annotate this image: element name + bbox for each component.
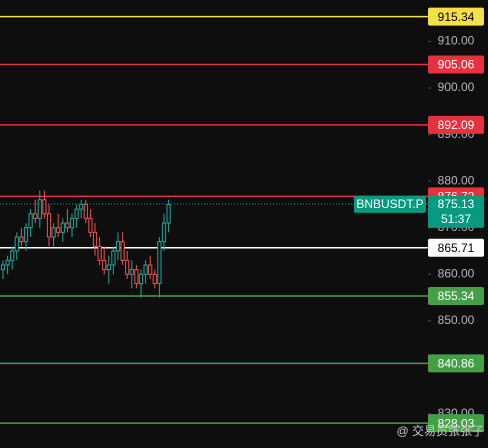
level-label: 892.09 bbox=[438, 118, 475, 132]
candle-body bbox=[134, 269, 139, 285]
candle-body bbox=[10, 250, 15, 261]
level-label-box bbox=[428, 238, 484, 257]
candle-body bbox=[106, 264, 111, 271]
candle-body bbox=[115, 241, 121, 252]
candle-body bbox=[148, 264, 153, 275]
y-tick-label: 880.00 bbox=[438, 173, 475, 187]
candle-body bbox=[161, 222, 167, 243]
candle-body bbox=[37, 199, 42, 219]
countdown-label: 51:37 bbox=[441, 212, 471, 226]
candle-body bbox=[120, 241, 125, 261]
symbol-label: BNBUSDT.P bbox=[356, 197, 423, 211]
candle-body bbox=[129, 269, 134, 275]
candle-body bbox=[143, 264, 148, 275]
candle-body bbox=[5, 259, 10, 266]
candle-body bbox=[33, 213, 38, 219]
candle-body bbox=[19, 236, 24, 243]
y-tick-label: 910.00 bbox=[438, 34, 475, 48]
candle-body bbox=[92, 231, 98, 247]
level-label: 828.03 bbox=[438, 416, 475, 430]
candle-body bbox=[14, 236, 19, 252]
level-label: 905.06 bbox=[438, 58, 475, 72]
candle-body bbox=[125, 259, 130, 275]
candle-body bbox=[97, 245, 102, 261]
candle-body bbox=[102, 259, 107, 271]
level-label-box bbox=[428, 7, 484, 26]
candle-body bbox=[79, 203, 84, 210]
y-tick-label: 900.00 bbox=[438, 80, 475, 94]
candle-body bbox=[83, 203, 88, 219]
candle-body bbox=[166, 203, 171, 224]
candle-body bbox=[60, 222, 65, 233]
candle-body bbox=[157, 241, 162, 285]
level-label-box bbox=[428, 414, 484, 433]
candle-body bbox=[56, 227, 61, 233]
level-label-box bbox=[428, 354, 484, 373]
y-tick-label: 850.00 bbox=[438, 313, 475, 327]
level-label: 855.34 bbox=[438, 289, 475, 303]
level-label: 915.34 bbox=[438, 10, 475, 24]
candle-body bbox=[51, 227, 56, 238]
candle-body bbox=[28, 213, 33, 229]
candle-body bbox=[152, 273, 157, 285]
candle-body bbox=[88, 217, 93, 233]
last-price-label: 875.13 bbox=[438, 197, 475, 211]
level-label: 865.71 bbox=[438, 241, 475, 255]
candle-body bbox=[65, 222, 70, 229]
candle-body bbox=[74, 208, 79, 219]
level-label-box bbox=[428, 286, 484, 305]
last-price-box bbox=[428, 195, 484, 228]
level-label-box bbox=[428, 115, 484, 134]
candle-body bbox=[111, 250, 116, 266]
candle-body bbox=[69, 217, 75, 229]
watermark: @ 交易员张张子 bbox=[396, 423, 484, 438]
candle-body bbox=[138, 273, 144, 285]
y-tick-label: 860.00 bbox=[438, 266, 475, 280]
candle-body bbox=[23, 227, 29, 243]
level-label-box bbox=[428, 55, 484, 74]
level-label: 840.86 bbox=[438, 357, 475, 371]
candle-body bbox=[46, 213, 52, 238]
candle-body bbox=[42, 199, 47, 215]
candle-body bbox=[0, 264, 6, 271]
symbol-box bbox=[354, 195, 426, 213]
